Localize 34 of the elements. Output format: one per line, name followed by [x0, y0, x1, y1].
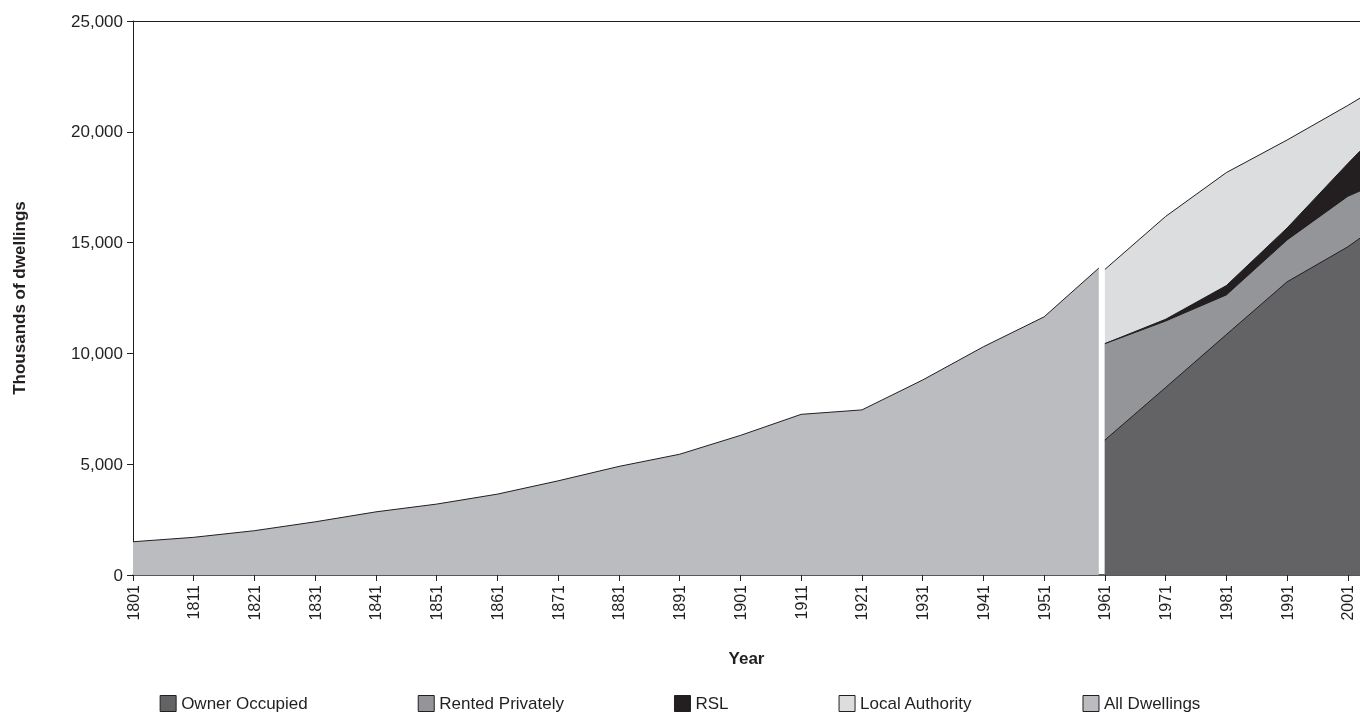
x-tick-label: 1831 [306, 584, 324, 621]
y-tick-label: 10,000 [71, 343, 123, 363]
x-tick-label: 1941 [974, 584, 992, 621]
legend-label: Owner Occupied [181, 694, 308, 713]
y-tick-label: 0 [113, 565, 123, 585]
y-tick-label: 20,000 [71, 122, 123, 142]
x-tick-label: 1821 [245, 584, 263, 621]
x-tick-label: 1811 [185, 584, 203, 620]
x-tick-label: 1951 [1035, 584, 1053, 621]
y-tick-label: 15,000 [71, 233, 123, 253]
x-tick-label: 2001 [1339, 584, 1357, 621]
x-tick-label: 1991 [1278, 584, 1296, 621]
y-tick-label: 5,000 [80, 454, 123, 474]
x-tick-label: 1851 [428, 584, 446, 621]
legend-label: Rented Privately [439, 694, 565, 713]
x-tick-label: 1801 [124, 584, 142, 621]
legend-label: All Dwellings [1104, 694, 1201, 713]
x-tick-label: 1841 [367, 584, 385, 621]
x-tick-label: 1971 [1157, 584, 1175, 621]
x-tick-label: 1881 [610, 584, 628, 621]
x-tick-label: 1921 [853, 584, 871, 621]
x-axis-title: Year [728, 649, 765, 668]
x-tick-label: 1901 [731, 584, 749, 621]
x-tick-label: 1871 [549, 584, 567, 621]
x-tick-label: 1911 [792, 584, 810, 620]
y-axis-title: Thousands of dwellings [10, 201, 29, 395]
legend-label: RSL [695, 694, 729, 713]
legend-label: Local Authority [860, 694, 973, 713]
x-tick-label: 1861 [488, 584, 506, 621]
y-tick-label: 25,000 [71, 11, 123, 31]
x-tick-label: 1891 [671, 584, 689, 621]
x-tick-label: 1961 [1096, 584, 1114, 621]
x-tick-label: 1931 [914, 584, 932, 621]
x-tick-label: 1981 [1217, 584, 1235, 621]
